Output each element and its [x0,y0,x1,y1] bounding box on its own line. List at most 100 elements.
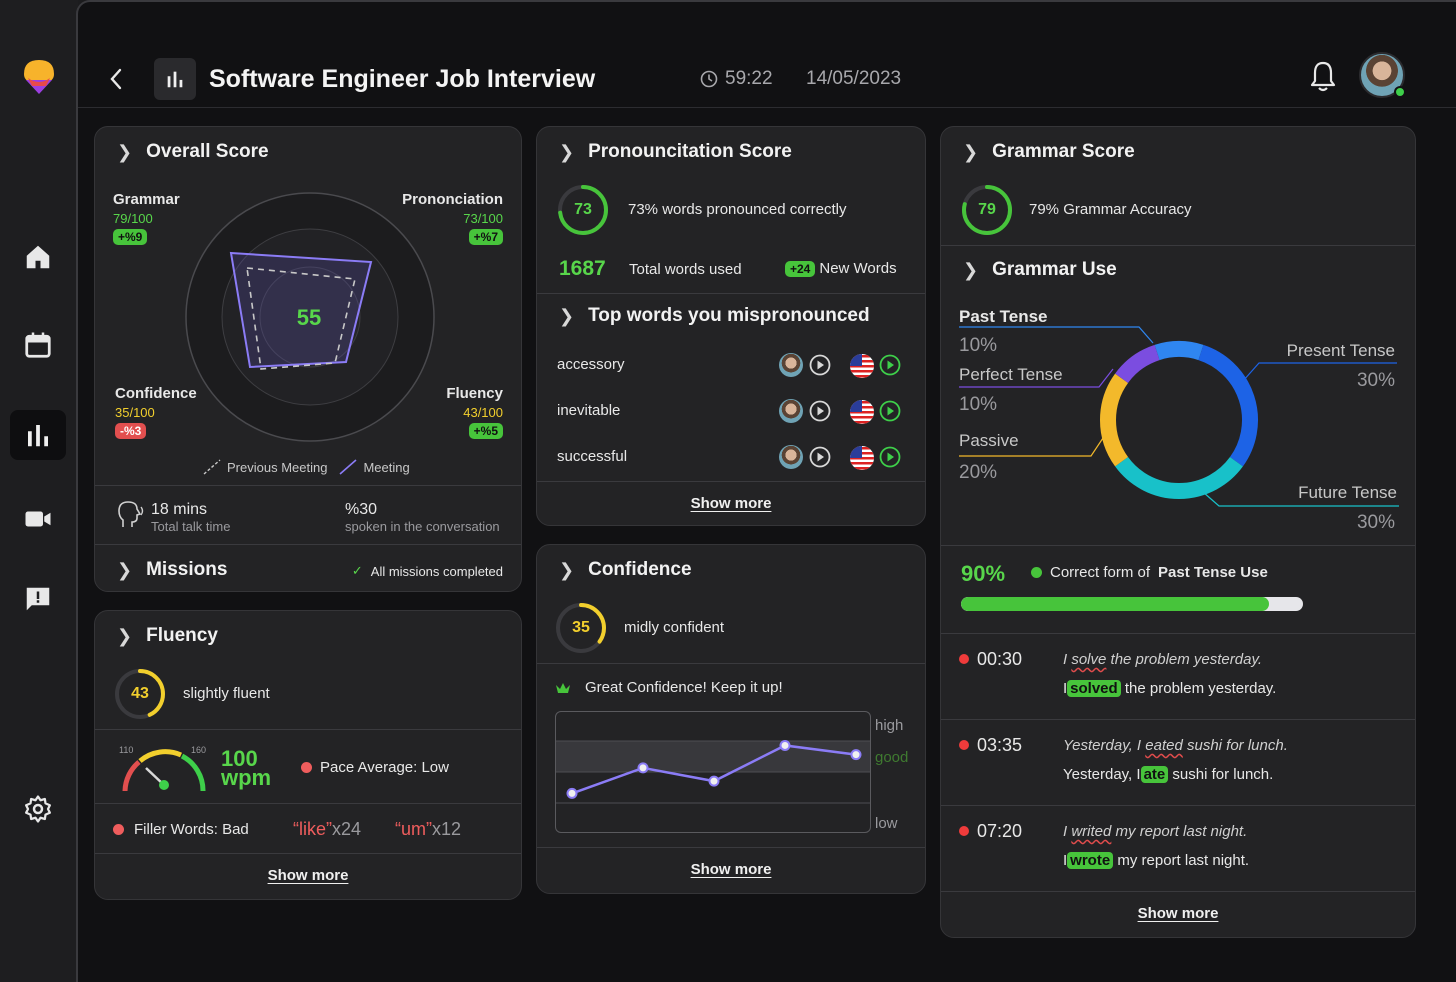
band-label-good: good [875,749,909,766]
pronunciation-metric-value: 73/100 [463,211,503,226]
red-dot-icon [959,740,969,750]
overall-score-value: 55 [296,305,322,330]
red-dot-icon [959,654,969,664]
grammar-metric: Grammar 79/100 +%9 [113,191,180,246]
nav-home[interactable] [10,232,66,282]
incorrect-word: eated [1145,737,1183,754]
user-voice-avatar[interactable] [779,445,803,469]
spoken-ratio-value: %30 [345,501,378,518]
correct-form-progress-fill [961,597,1269,611]
divider [941,719,1415,720]
pronunciation-summary: 73% words pronounced correctly [628,201,847,218]
speaking-head-icon [118,501,144,527]
chevron-right-icon: ❯ [559,559,575,580]
play-user-icon[interactable] [809,400,831,422]
incorrect-word: solve [1071,651,1107,668]
fluency-metric: Fluency 43/100 +%5 [446,385,503,440]
duration-text: 59:22 [725,68,773,89]
overall-score-header[interactable]: ❯ Overall Score [117,141,269,163]
grammar-score-value: 79 [978,201,996,218]
divider [95,485,521,486]
user-voice-avatar[interactable] [779,353,803,377]
confidence-score-value: 35 [572,619,590,636]
nav-calendar[interactable] [10,320,66,370]
new-words-badge: +24 [785,260,816,277]
grammar-use-donut-chart [959,326,1399,507]
confidence-show-more-link[interactable]: Show more [690,861,772,878]
mispronounced-row: successful [557,445,907,471]
new-words-label: New Words [819,260,897,277]
confidence-message-text: Great Confidence! Keep it up! [585,679,783,696]
app-logo[interactable] [20,56,58,96]
band-label-low: low [875,815,898,832]
play-user-icon[interactable] [809,354,831,376]
pronunciation-card: ❯ Pronouncitation Score 73 73% words pro… [536,126,926,526]
legend-previous-meeting: Previous Meeting [227,459,328,475]
check-icon: ✓ [351,563,363,578]
play-native-icon[interactable] [879,446,901,468]
fluency-header[interactable]: ❯ Fluency [117,625,218,647]
radar-legend: Previous Meeting Meeting [203,459,410,475]
nav-analytics[interactable] [10,410,66,460]
user-voice-avatar[interactable] [779,399,803,423]
chevron-right-icon: ❯ [559,305,575,326]
grammar-use-header[interactable]: ❯ Grammar Use [963,259,1117,281]
confidence-card: ❯ Confidence 35 midly confident Great Co… [536,544,926,894]
back-arrow-icon[interactable] [108,66,124,92]
pronunciation-title: Pronouncitation Score [588,141,792,162]
nav-video[interactable] [10,494,66,544]
us-flag-icon [850,354,874,378]
feedback-icon [26,587,50,611]
confidence-message: Great Confidence! Keep it up! [555,679,783,696]
nav-settings[interactable] [10,784,66,834]
fluency-show-more-link[interactable]: Show more [267,867,349,884]
slice-label-perfect-tense: Perfect Tense [959,365,1063,384]
divider [941,891,1415,892]
missions-header[interactable]: ❯ Missions [117,559,227,581]
nav-feedback[interactable] [10,574,66,624]
slice-pct-past-tense: 10% [959,335,998,356]
play-native-icon[interactable] [879,400,901,422]
divider [95,729,521,730]
mispronounced-row: accessory [557,353,907,379]
red-dot-icon [301,762,312,773]
bell-icon[interactable] [1308,60,1338,92]
correct-form-prefix: Correct form of [1050,564,1151,581]
session-duration: 59:22 [700,68,773,90]
correct-form-pct: 90% [961,561,1006,586]
confidence-header[interactable]: ❯ Confidence [559,559,692,581]
grammar-header[interactable]: ❯ Grammar Score [963,141,1135,163]
confidence-data-point [566,787,578,799]
divider [537,847,925,848]
radar-chart [185,192,435,442]
settings-icon [25,795,51,823]
talk-time-stat: 18 mins Total talk time [151,501,230,534]
pronunciation-header[interactable]: ❯ Pronouncitation Score [559,141,792,163]
divider [537,663,925,664]
filler-word: “like” [293,819,332,839]
pronunciation-show-more-link[interactable]: Show more [690,495,772,512]
grammar-metric-label: Grammar [113,191,180,208]
pace-gauge [122,749,206,792]
donut-slice-future-tense [1115,456,1243,499]
play-native-icon[interactable] [879,354,901,376]
wpm-stat: 100 wpm [221,748,271,789]
legend-meeting: Meeting [363,459,410,475]
grammar-mistake-item[interactable]: 03:35 Yesterday, I eated sushi for lunch… [959,733,1399,793]
incorrect-word: writed [1071,823,1112,840]
new-words-stat: +24 New Words [785,260,897,277]
grammar-score-ring: 79 [960,183,1014,237]
play-user-icon[interactable] [809,446,831,468]
missions-status: ✓ All missions completed [352,563,503,579]
corrected-word: ate [1140,766,1169,783]
grammar-show-more-link[interactable]: Show more [1137,905,1219,922]
mispronounced-header[interactable]: ❯ Top words you mispronounced [559,305,870,327]
missions-title: Missions [146,559,228,580]
donut-slice-passive [1100,373,1129,467]
pronunciation-metric: Prononciation 73/100 +%7 [402,191,503,246]
red-dot-icon [959,826,969,836]
confidence-data-point [779,739,791,751]
